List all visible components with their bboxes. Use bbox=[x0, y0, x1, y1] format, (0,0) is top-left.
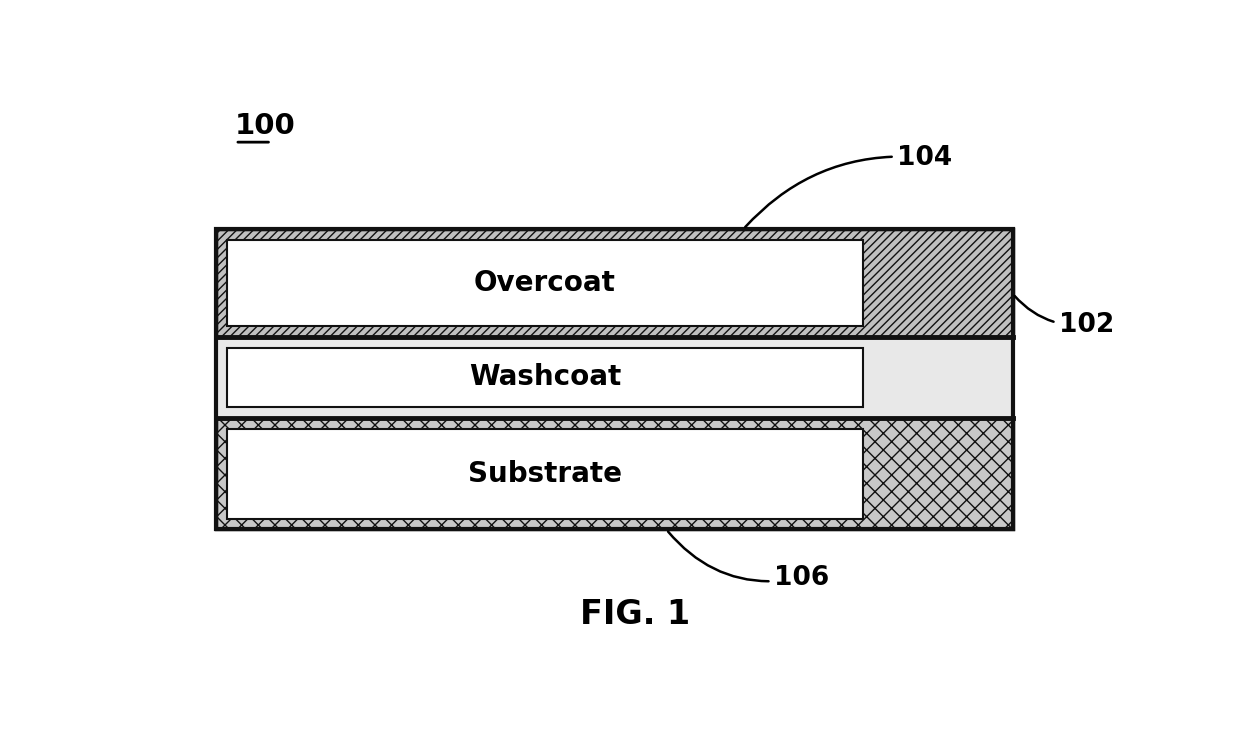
Text: Washcoat: Washcoat bbox=[469, 363, 621, 391]
Text: FIG. 1: FIG. 1 bbox=[580, 598, 691, 631]
Text: 102: 102 bbox=[1014, 296, 1115, 338]
Bar bbox=[216, 418, 1013, 529]
Bar bbox=[227, 429, 863, 518]
Bar bbox=[227, 348, 863, 407]
Text: 104: 104 bbox=[745, 144, 952, 227]
Text: Overcoat: Overcoat bbox=[474, 269, 616, 297]
Bar bbox=[216, 337, 1013, 418]
Bar bbox=[216, 229, 1013, 337]
Text: 100: 100 bbox=[236, 112, 296, 141]
Text: Substrate: Substrate bbox=[467, 460, 622, 488]
Bar bbox=[216, 229, 1013, 529]
Bar bbox=[227, 240, 863, 326]
Text: 106: 106 bbox=[668, 531, 830, 591]
